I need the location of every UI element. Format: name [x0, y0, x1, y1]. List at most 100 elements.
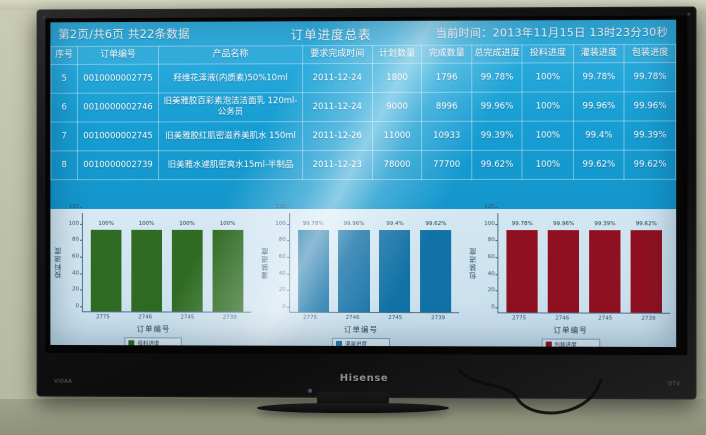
chart-2-bar[interactable]: 99.78% [506, 221, 539, 313]
chart-1-bar[interactable]: 99.62% [420, 221, 452, 313]
cell-feed-progress: 100% [522, 121, 574, 151]
cell-order-no: 0010000002745 [77, 121, 159, 151]
chart-2-plot-area: 99.78% 99.96% 99.39% 99.62% [497, 213, 671, 314]
chart-1-bar[interactable]: 99.96% [338, 221, 370, 313]
chart-0-bar[interactable]: 100% [171, 220, 203, 312]
order-progress-table: 序号 订单编号 产品名称 要求完成时间 计划数量 完成数量 总完成进度 投料进度… [50, 44, 676, 180]
chart-2-bar-slot: 99.62% [630, 213, 663, 313]
chart-0-ytick: 120 [68, 203, 79, 210]
chart-2-xtick: 2739 [641, 315, 656, 322]
cell-fill-progress: 99.62% [573, 150, 625, 180]
chart-2-bar[interactable]: 99.62% [630, 221, 663, 313]
bezel-screw [687, 12, 691, 16]
cell-due-date: 2011-12-24 [302, 63, 373, 93]
chart-1-bar-value-label: 99.62% [425, 220, 447, 227]
chart-2-bar-value-label: 99.39% [594, 221, 616, 228]
chart-pack-progress: 包装进度 120 100 80 60 40 20 0 99.78% 99.96% 99.39% 9… [466, 204, 677, 348]
chart-1-yaxis: 120 100 80 60 40 20 0 [270, 204, 289, 313]
cell-pack-progress: 99.96% [624, 91, 676, 122]
cell-order-no: 0010000002746 [77, 93, 159, 123]
chart-2-ytick: 100 [484, 220, 495, 227]
chart-0-bar-value-label: 100% [98, 220, 114, 227]
app-titlebar: 第2页/共6页 共22条数据 订单进度总表 当前时间：2013年11月15日 1… [50, 20, 676, 46]
chart-1-xtick: 2745 [388, 315, 403, 322]
table-row[interactable]: 8 0010000002739 旧美雅水遽肌密爽水15ml-半制品 2011-1… [50, 150, 676, 180]
chart-1-ytick: 40 [278, 270, 286, 277]
chart-2-bar-slot: 99.96% [547, 213, 580, 313]
order-progress-app: 第2页/共6页 共22条数据 订单进度总表 当前时间：2013年11月15日 1… [50, 19, 677, 210]
chart-1-bar[interactable]: 99.4% [379, 221, 411, 313]
cell-pack-progress: 99.39% [624, 120, 676, 151]
cell-feed-progress: 100% [522, 62, 574, 93]
chart-0-bar[interactable]: 100% [90, 220, 122, 312]
cell-done-qty: 10933 [421, 121, 472, 151]
chart-0-bar-value-label: 100% [138, 220, 155, 227]
chart-2-ylabel: 包装进度 [469, 247, 478, 280]
cell-total-progress: 99.62% [471, 150, 523, 180]
tv-stand-base [257, 403, 449, 413]
chart-1-bar-slot: 99.62% [420, 213, 452, 313]
chart-1-xlabel: 订单编号 [344, 324, 379, 335]
col-header-order-no: 订单编号 [77, 46, 159, 65]
chart-2-ytick: 0 [491, 304, 495, 311]
cell-due-date: 2011-12-24 [302, 92, 373, 122]
chart-0-bar[interactable]: 100% [212, 220, 244, 312]
chart-2-legend-label: 包装进度 [554, 342, 577, 348]
table-row[interactable]: 7 0010000002745 旧美雅胶红肌密滋养美肌水 150ml 2011-… [50, 120, 676, 151]
chart-0-xtick: 2775 [96, 314, 110, 321]
cell-feed-progress: 100% [522, 91, 574, 122]
charts-panel: 投料进度 120 100 80 60 40 20 0 100% 100% 100% 100% 27… [50, 204, 677, 348]
chart-2-ytick: 80 [487, 237, 495, 244]
brand-logo: Hisense [339, 372, 389, 385]
col-header-total-progress: 总完成进度 [471, 44, 523, 64]
cell-pack-progress: 99.78% [624, 62, 676, 92]
cell-fill-progress: 99.78% [573, 62, 625, 92]
pagination-label: 第2页/共6页 共22条数据 [58, 26, 190, 42]
chart-feed-progress: 投料进度 120 100 80 60 40 20 0 100% 100% 100% 100% 27… [50, 204, 257, 348]
chart-1-bar-value-label: 99.96% [343, 220, 365, 227]
bezel-screw [42, 15, 46, 19]
chart-1-bar-slot: 99.78% [297, 213, 329, 312]
cell-total-progress: 99.96% [471, 92, 523, 122]
chart-1-ytick: 120 [275, 203, 286, 210]
chart-0-xticks: 2775 2746 2745 2739 [82, 312, 251, 320]
television-set: 第2页/共6页 共22条数据 订单进度总表 当前时间：2013年11月15日 1… [36, 6, 697, 400]
chart-0-ytick: 20 [72, 286, 79, 293]
cell-seq: 5 [50, 64, 78, 94]
cell-product: 旧美雅水遽肌密爽水15ml-半制品 [158, 150, 303, 180]
chart-fill-progress: 灌装进度 120 100 80 60 40 20 0 99.78% 99.96% 99.4% 99… [257, 204, 466, 348]
tv-screen[interactable]: 第2页/共6页 共22条数据 订单进度总表 当前时间：2013年11月15日 1… [50, 19, 677, 348]
chart-1-ytick: 60 [278, 253, 286, 260]
col-header-product: 产品名称 [158, 45, 303, 65]
chart-2-bar[interactable]: 99.39% [589, 221, 621, 313]
chart-2-xtick: 2745 [598, 315, 613, 322]
chart-2-bar[interactable]: 99.96% [547, 221, 580, 313]
chart-1-legend[interactable]: 灌装进度 [332, 337, 391, 348]
dtv-logo: DTV [668, 381, 681, 388]
chart-2-legend[interactable]: 包装进度 [541, 338, 600, 348]
chart-1-bars: 99.78% 99.96% 99.4% 99.62% [290, 213, 460, 313]
chart-0-ytick: 40 [72, 270, 79, 277]
chart-0-xtick: 2746 [138, 314, 153, 321]
chart-1-xtick: 2775 [303, 314, 318, 321]
chart-1-ytick: 80 [278, 237, 286, 244]
table-header-row: 序号 订单编号 产品名称 要求完成时间 计划数量 完成数量 总完成进度 投料进度… [50, 44, 676, 65]
chart-0-ytick: 0 [75, 303, 79, 310]
table-row[interactable]: 5 0010000002775 羟维花泽液(内质素)50%10ml 2011-1… [50, 62, 676, 94]
chart-1-ytick: 0 [282, 303, 286, 310]
chart-1-bar[interactable]: 99.78% [297, 221, 329, 312]
cell-fill-progress: 99.4% [573, 121, 625, 151]
chart-0-ylabel: 投料进度 [53, 246, 62, 279]
chart-2-bar-slot: 99.39% [589, 213, 621, 313]
chart-2-bars: 99.78% 99.96% 99.39% 99.62% [499, 213, 670, 313]
chart-0-bar[interactable]: 100% [131, 220, 162, 312]
col-header-plan-qty: 计划数量 [372, 45, 422, 64]
table-row[interactable]: 6 0010000002746 旧美雅胶百彩素泡洁洁面乳 120ml-公务员 2… [50, 91, 676, 123]
chart-0-bars: 100% 100% 100% 100% [83, 213, 251, 312]
chart-2-ytick: 20 [487, 287, 495, 294]
tv-stand-neck [317, 392, 389, 406]
legend-swatch-icon [545, 341, 552, 348]
current-datetime: 当前时间：2013年11月15日 13时23分30秒 [435, 25, 669, 40]
cell-seq: 6 [50, 93, 78, 123]
